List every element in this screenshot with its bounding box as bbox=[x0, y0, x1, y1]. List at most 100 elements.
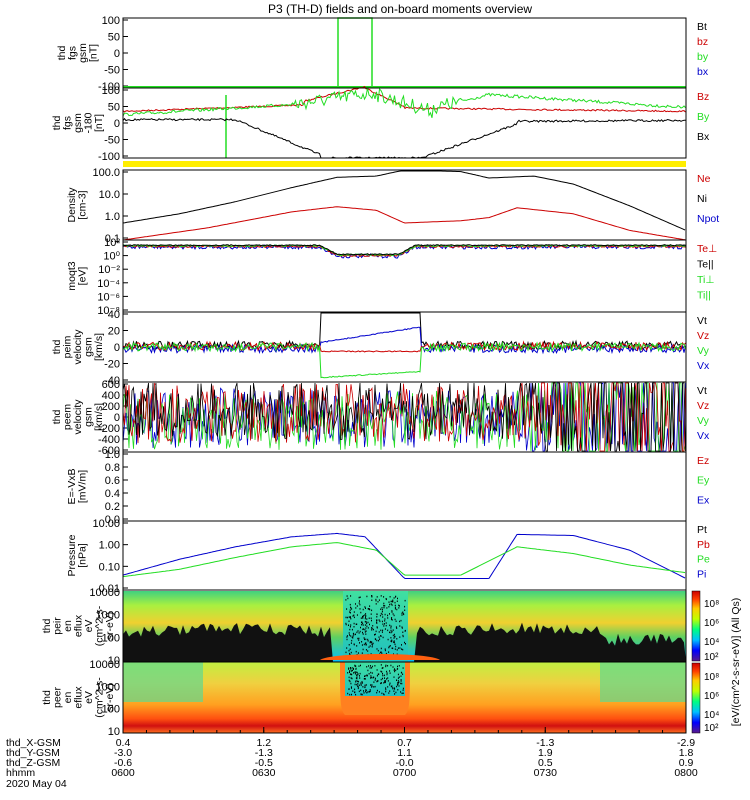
ion-noise-speck bbox=[368, 617, 370, 619]
ion-noise-speck bbox=[348, 616, 350, 618]
ion-noise-speck bbox=[378, 639, 380, 642]
electron-noise-speck bbox=[385, 690, 387, 693]
ion-noise-speck bbox=[356, 645, 358, 647]
ion-noise-speck bbox=[393, 633, 395, 636]
ion-noise-speck bbox=[349, 611, 351, 613]
ion-noise-speck bbox=[383, 602, 385, 605]
y-axis-label-line: [km/s] bbox=[93, 403, 105, 431]
ion-noise-speck bbox=[358, 596, 360, 599]
ion-noise-speck bbox=[348, 649, 350, 652]
y-axis-label-line: sr-eV) bbox=[104, 683, 116, 712]
electron-noise-speck bbox=[355, 693, 357, 696]
x-row-value: 0700 bbox=[393, 767, 417, 779]
y-axis-label-line: velocity bbox=[72, 399, 84, 435]
electron-noise-speck bbox=[371, 667, 373, 669]
ion-noise-speck bbox=[350, 624, 352, 626]
electron-arc bbox=[320, 654, 440, 660]
electron-noise-speck bbox=[348, 668, 350, 670]
ion-noise-speck bbox=[371, 627, 373, 630]
y-axis-label-line: [cm-3] bbox=[77, 190, 89, 219]
ion-noise-speck bbox=[369, 645, 371, 647]
colorbar-tick-label: 10⁴ bbox=[704, 710, 719, 721]
electron-noise-speck bbox=[349, 671, 350, 673]
ion-noise-speck bbox=[378, 636, 380, 638]
legend-entry: Ni bbox=[697, 193, 707, 205]
bx-trace bbox=[122, 117, 686, 159]
pressure-traces bbox=[122, 532, 686, 579]
x-row-value: 1.9 bbox=[538, 747, 553, 759]
ion-noise-speck bbox=[383, 604, 385, 607]
electron-noise-speck bbox=[373, 676, 375, 678]
colorbar: 10⁸ 10⁶ 10⁴ 10² 10⁸ 10⁶ 10⁴ 10² [eV/(cm^2-s-sr-e… bbox=[691, 590, 742, 734]
ion-noise-speck bbox=[350, 617, 352, 620]
y-tick-label: 10 bbox=[108, 726, 120, 738]
ion-noise-speck bbox=[364, 624, 366, 626]
y-axis-label-line: [nT] bbox=[88, 44, 100, 62]
electron-noise-speck bbox=[381, 682, 382, 684]
electron-noise-speck bbox=[380, 670, 382, 673]
temperature-trace bbox=[122, 244, 686, 257]
legend-entry: Vz bbox=[697, 400, 709, 412]
electron-noise-speck bbox=[370, 665, 371, 667]
ion-noise-speck bbox=[371, 627, 373, 629]
ion-noise-speck bbox=[397, 597, 398, 600]
electron-noise-speck bbox=[390, 664, 392, 667]
electron-noise-speck bbox=[397, 682, 399, 684]
ion-noise-speck bbox=[395, 626, 397, 628]
ion-noise-speck bbox=[370, 617, 372, 619]
ion-noise-speck bbox=[382, 616, 384, 618]
y-tick-label: 10⁰ bbox=[103, 251, 120, 263]
electron-noise-speck bbox=[380, 682, 382, 685]
y-axis-label: moqt3[eV] bbox=[66, 261, 89, 290]
pe-trace bbox=[122, 542, 686, 578]
colorbar-lower bbox=[691, 662, 701, 734]
y-tick-label: -20 bbox=[104, 359, 120, 371]
y-tick-label: 10⁻⁸ bbox=[97, 305, 120, 317]
ion-noise-speck bbox=[396, 600, 398, 602]
electron-noise-speck bbox=[354, 664, 356, 667]
x-row-label: thd_X-GSM bbox=[6, 737, 61, 749]
y-tick-label: 10000 bbox=[89, 659, 120, 671]
legend-entry: By bbox=[697, 111, 710, 123]
electron-noise-speck bbox=[386, 673, 388, 676]
electron-noise-speck bbox=[359, 677, 361, 679]
ion-noise-speck bbox=[372, 625, 374, 627]
ion-noise-speck bbox=[392, 599, 394, 601]
legend-entry: Te|| bbox=[697, 259, 714, 271]
y-axis-label-line: en bbox=[62, 620, 74, 632]
electron-noise-speck bbox=[373, 681, 375, 683]
y-tick-label: 100.0 bbox=[92, 167, 120, 179]
ion-noise-speck bbox=[388, 651, 390, 653]
ion-noise-speck bbox=[363, 637, 365, 639]
electron-noise-speck bbox=[348, 676, 350, 679]
ion-noise-speck bbox=[396, 627, 398, 629]
ion-noise-speck bbox=[390, 640, 392, 642]
electron-noise-speck bbox=[402, 667, 404, 669]
colorbar-tick-label: 10⁴ bbox=[704, 637, 719, 648]
y-tick-label: 100 bbox=[102, 15, 120, 27]
colorbar-tick-label: 10² bbox=[704, 723, 719, 734]
legend-entry: Pb bbox=[697, 539, 710, 551]
ion-noise-speck bbox=[353, 622, 355, 625]
ion-noise-speck bbox=[349, 603, 351, 606]
electron-noise-speck bbox=[381, 692, 383, 695]
electron-noise-speck bbox=[349, 670, 351, 672]
ion-noise-speck bbox=[396, 649, 398, 651]
ion-noise-speck bbox=[404, 599, 406, 602]
ion-noise-speck bbox=[364, 606, 366, 608]
y-axis-label-line: peir bbox=[52, 617, 64, 635]
y-tick-label: 0.8 bbox=[105, 462, 120, 474]
ion-noise-speck bbox=[383, 606, 385, 609]
ion-noise-speck bbox=[390, 637, 392, 639]
x-row-value: 0730 bbox=[534, 767, 558, 779]
electron-noise-speck bbox=[365, 675, 367, 677]
y-axis-label-line: E=-VxB bbox=[66, 469, 78, 505]
electron-noise-speck bbox=[400, 682, 402, 685]
electron-noise-speck bbox=[358, 665, 360, 667]
ion-noise-speck bbox=[383, 625, 385, 627]
ion-noise-speck bbox=[364, 631, 366, 633]
electron-noise-speck bbox=[398, 685, 400, 687]
y-tick-label: 20 bbox=[108, 326, 120, 338]
electron-noise-speck bbox=[381, 667, 383, 669]
ion-noise-speck bbox=[375, 603, 377, 605]
